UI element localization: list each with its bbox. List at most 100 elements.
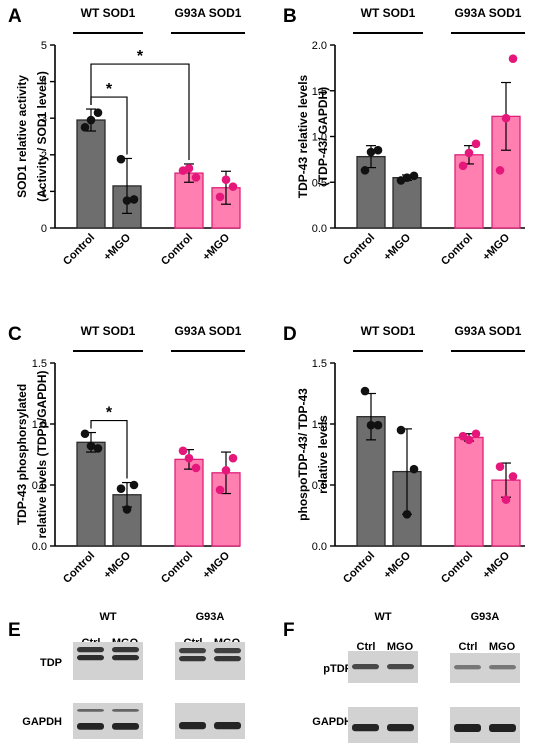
y-tick-label: 0.0 — [32, 541, 47, 553]
data-point — [409, 464, 419, 474]
data-point — [508, 472, 518, 481]
blot-band — [352, 724, 379, 732]
data-point — [184, 164, 194, 173]
blot-band — [77, 647, 104, 653]
y-tick-label: 0.5 — [312, 177, 327, 189]
data-point — [191, 463, 201, 473]
data-point — [228, 182, 238, 191]
group-label: G93A SOD1 — [455, 6, 522, 20]
group-label: G93A SOD1 — [455, 324, 522, 338]
data-point — [221, 466, 231, 475]
bar — [76, 441, 106, 547]
data-point — [495, 166, 505, 175]
data-point — [122, 505, 132, 514]
data-point — [215, 485, 225, 495]
x-tick-label: +MGO — [382, 231, 414, 263]
x-tick-label: +MGO — [382, 549, 414, 581]
blot-group-label: G93A — [471, 611, 500, 623]
data-point — [360, 386, 370, 396]
data-point — [80, 123, 90, 132]
y-tick-label: 5 — [41, 40, 47, 52]
y-tick-label: 2 — [41, 150, 47, 162]
blot-band — [454, 724, 481, 732]
blot-band — [112, 655, 139, 661]
blot-band — [77, 655, 104, 661]
y-tick-label: 1.5 — [312, 358, 327, 370]
data-point — [373, 420, 383, 430]
data-point — [396, 425, 406, 435]
data-point — [409, 171, 419, 181]
x-tick-label: +MGO — [102, 549, 134, 581]
bar — [392, 177, 422, 229]
blot-group-label: WT — [374, 611, 391, 623]
y-tick-label: 1.0 — [312, 419, 327, 431]
y-tick-label: 1.0 — [312, 132, 327, 144]
chart-panel-a: A SOD1 relative activity (Activity / SOD1 … — [8, 6, 245, 268]
blot-band — [387, 664, 414, 670]
data-point — [501, 495, 511, 504]
data-point — [129, 195, 139, 204]
x-tick-label: +MGO — [481, 549, 513, 581]
group-label: WT SOD1 — [361, 6, 416, 20]
blot-lane-label: MGO — [489, 641, 516, 653]
x-tick-label: Control — [439, 232, 475, 268]
x-tick-label: +MGO — [201, 549, 233, 581]
y-axis-label: SOD1 relative activity — [15, 75, 29, 198]
blot-lane-label: Ctrl — [357, 641, 376, 653]
panel-label: D — [283, 324, 297, 345]
data-point — [93, 108, 103, 118]
significance-bracket — [90, 63, 190, 160]
panel-label: B — [283, 6, 297, 27]
x-tick-label: Control — [341, 550, 377, 586]
data-point — [116, 484, 126, 493]
data-point — [402, 509, 412, 519]
data-point — [191, 173, 201, 182]
blot-band — [214, 648, 241, 654]
x-tick-label: Control — [61, 232, 97, 268]
data-point — [360, 166, 370, 175]
x-tick-label: Control — [439, 550, 475, 586]
data-point — [464, 148, 474, 158]
data-point — [471, 429, 481, 439]
blot-band — [214, 656, 241, 662]
data-point — [471, 139, 481, 149]
y-tick-label: 2.0 — [312, 40, 327, 52]
y-tick-label: 1.0 — [32, 419, 47, 431]
y-axis-label: (Activity / SOD1 levels) — [35, 71, 49, 202]
y-tick-label: 0.0 — [312, 223, 327, 235]
data-point — [178, 446, 188, 456]
x-tick-label: +MGO — [102, 231, 134, 263]
significance-marker: * — [106, 81, 113, 98]
x-tick-label: +MGO — [201, 231, 233, 263]
y-axis-label: relative levels — [316, 415, 330, 494]
panel-label: A — [8, 6, 22, 27]
y-tick-label: 4 — [41, 77, 47, 89]
y-axis-label: TDP-43 phosphorsylated — [15, 384, 29, 525]
data-point — [116, 154, 126, 164]
y-tick-label: 0 — [41, 223, 47, 235]
blot-band — [77, 723, 104, 730]
blot-band — [112, 723, 139, 730]
x-tick-label: Control — [341, 232, 377, 268]
blot-panel-f: F WT Ctrl MGO G93A Ctrl MGO pTDP GAPDH — [283, 611, 520, 743]
data-point — [508, 54, 518, 64]
group-label: G93A SOD1 — [175, 6, 242, 20]
group-label: WT SOD1 — [81, 324, 136, 338]
y-tick-label: 0.0 — [312, 541, 327, 553]
y-tick-label: 1 — [41, 186, 47, 198]
blot-row-label: TDP — [40, 657, 62, 669]
x-tick-label: Control — [159, 550, 195, 586]
blot-band — [489, 665, 516, 670]
data-point — [458, 161, 468, 171]
chart-panel-c: C TDP-43 phosphorsylated relative levels (… — [8, 324, 245, 586]
data-point — [366, 420, 376, 430]
data-point — [129, 480, 139, 490]
x-tick-label: +MGO — [481, 231, 513, 263]
y-tick-label: 1.5 — [32, 358, 47, 370]
blot-row-label: pTDP — [323, 663, 352, 675]
data-point — [373, 145, 383, 155]
y-tick-label: 0.5 — [312, 480, 327, 492]
